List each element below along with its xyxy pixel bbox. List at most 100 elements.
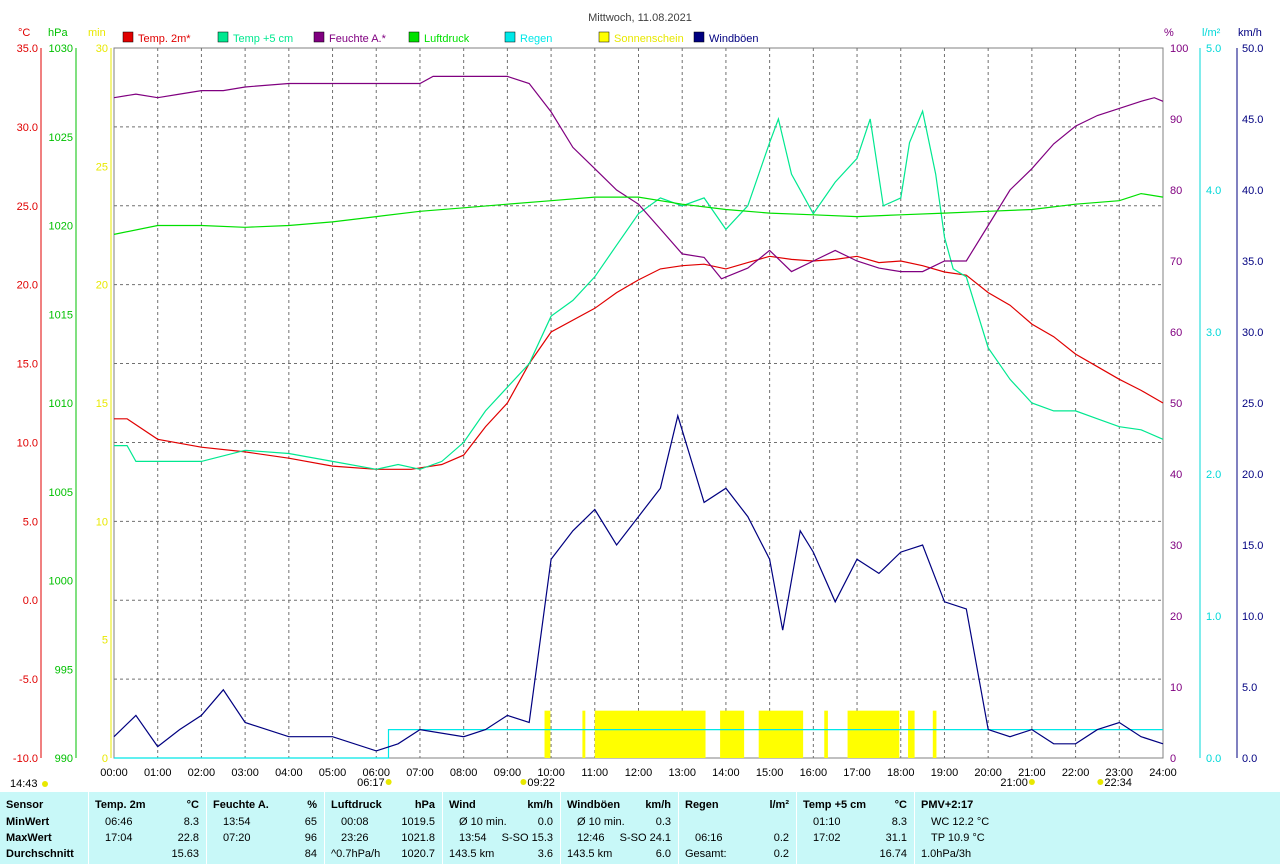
summary-avg-value: 0.2 xyxy=(773,848,789,860)
sun-tick-label: 20 xyxy=(96,280,108,292)
sunshine-bar xyxy=(594,710,706,758)
legend-swatch xyxy=(598,31,610,43)
legend-label: Temp. 2m* xyxy=(138,33,191,45)
summary-column-unit: hPa xyxy=(414,799,435,811)
summary-max-time: 17:04 xyxy=(105,832,133,844)
summary-avg-value: 3.6 xyxy=(537,848,553,860)
summary-max-value: 22.8 xyxy=(177,832,199,844)
legend-swatch xyxy=(504,31,516,43)
legend-label: Regen xyxy=(520,33,552,45)
x-tick-label: 21:00 xyxy=(1018,767,1046,779)
summary-column: Regen l/m² 06:16 0.2 Gesamt: 0.2 xyxy=(678,792,797,864)
x-tick-label: 03:00 xyxy=(231,767,259,779)
temp-axis-unit: °C xyxy=(18,27,30,39)
wind-tick-label: 30.0 xyxy=(1242,327,1263,339)
x-tick-label: 24:00 xyxy=(1149,767,1177,779)
rain-tick-label: 3.0 xyxy=(1206,327,1221,339)
summary-column-unit: °C xyxy=(894,799,907,811)
legend-label: Feuchte A.* xyxy=(329,33,387,45)
x-tick-label: 04:00 xyxy=(275,767,303,779)
pressure-tick-label: 1005 xyxy=(49,487,73,499)
humidity-tick-label: 60 xyxy=(1170,327,1182,339)
pressure-tick-label: 995 xyxy=(55,664,73,676)
summary-column-unit: km/h xyxy=(527,799,553,811)
x-tick-label: 22:00 xyxy=(1062,767,1090,779)
legend-swatch xyxy=(313,31,325,43)
summary-column: Wind km/h Ø 10 min. 0.0 13:54 S-SO 15.3 143.5 … xyxy=(442,792,561,864)
summary-column-title: Windböen xyxy=(567,799,621,811)
summary-max-value: 0.2 xyxy=(773,832,789,844)
wind-tick-label: 40.0 xyxy=(1242,185,1263,197)
summary-column: Feuchte A.% 13:54 65 07:20 96 84 xyxy=(206,792,325,864)
summary-avg-label: 143.5 km xyxy=(567,848,613,860)
temp-tick-label: -5.0 xyxy=(19,674,38,686)
sun-tick-label: 0 xyxy=(102,753,108,765)
pressure-tick-label: 1015 xyxy=(49,309,73,321)
summary-column-unit: km/h xyxy=(645,799,671,811)
x-tick-label: 01:00 xyxy=(144,767,172,779)
x-tick-label: 02:00 xyxy=(188,767,216,779)
summary-max-time: 23:26 xyxy=(341,832,369,844)
wind-tick-label: 20.0 xyxy=(1242,469,1263,481)
chart-title: Mittwoch, 11.08.2021 xyxy=(588,12,692,24)
legend-swatch xyxy=(122,31,134,43)
series-line xyxy=(114,728,1163,759)
x-tick-label: 09:00 xyxy=(494,767,522,779)
legend-swatch xyxy=(408,31,420,43)
summary-column-title: Feuchte A. xyxy=(213,799,269,811)
sunshine-bar xyxy=(932,710,937,758)
sun-tick-label: 30 xyxy=(96,43,108,55)
temp-tick-label: 20.0 xyxy=(17,280,38,292)
humidity-axis-unit: % xyxy=(1164,27,1174,39)
summary-max-time: 13:54 xyxy=(459,832,487,844)
summary-column-title: Temp +5 cm xyxy=(803,799,867,811)
humidity-tick-label: 90 xyxy=(1170,114,1182,126)
sunrise-label: 06:17 xyxy=(357,777,385,789)
row-label-max: MaxWert xyxy=(6,832,52,844)
x-tick-label: 13:00 xyxy=(668,767,696,779)
sun-tick-label: 5 xyxy=(102,635,108,647)
summary-min-time: 13:54 xyxy=(223,816,251,828)
summary-column: PMV+2:17 WC 12.2 °C TP 10.9 °C 1.0hPa/3h xyxy=(914,792,1033,864)
x-tick-label: 20:00 xyxy=(974,767,1002,779)
temp-tick-label: 0.0 xyxy=(23,595,38,607)
legend-swatch xyxy=(693,31,705,43)
summary-avg-value: 15.63 xyxy=(171,848,199,860)
summary-max-time: 17:02 xyxy=(813,832,841,844)
x-tick-label: 18:00 xyxy=(887,767,915,779)
x-tick-label: 12:00 xyxy=(625,767,653,779)
moon-left-marker xyxy=(42,781,48,787)
summary-column: Temp. 2m °C 06:46 8.3 17:04 22.8 15.63 xyxy=(88,792,207,864)
rain-tick-label: 5.0 xyxy=(1206,43,1221,55)
x-tick-label: 07:00 xyxy=(406,767,434,779)
temp-tick-label: 35.0 xyxy=(17,43,38,55)
sun-tick-label: 15 xyxy=(96,398,108,410)
summary-min-time: WC 12.2 °C xyxy=(931,816,990,828)
pressure-axis-unit: hPa xyxy=(48,27,68,39)
summary-avg-value: 1020.7 xyxy=(401,848,435,860)
humidity-tick-label: 80 xyxy=(1170,185,1182,197)
x-tick-label: 23:00 xyxy=(1106,767,1134,779)
sunshine-bar xyxy=(847,710,900,758)
sunshine-bar xyxy=(544,710,551,758)
summary-avg-label: 1.0hPa/3h xyxy=(921,848,972,860)
sunset-marker xyxy=(1028,779,1035,785)
x-tick-label: 05:00 xyxy=(319,767,347,779)
x-tick-label: 14:00 xyxy=(712,767,740,779)
series-line xyxy=(114,255,1164,470)
summary-column-unit: l/m² xyxy=(769,799,789,811)
summary-max-time: TP 10.9 °C xyxy=(931,832,985,844)
sunshine-bar xyxy=(758,710,804,758)
temp-tick-label: 10.0 xyxy=(17,437,38,449)
humidity-tick-label: 20 xyxy=(1170,611,1182,623)
x-tick-label: 11:00 xyxy=(581,767,608,779)
sunset-label: 21:00 xyxy=(1000,777,1028,789)
x-tick-label: 16:00 xyxy=(800,767,828,779)
summary-min-value: 1019.5 xyxy=(401,816,435,828)
rain-tick-label: 2.0 xyxy=(1206,469,1221,481)
sunshine-bar xyxy=(824,710,828,758)
summary-column-title: Regen xyxy=(685,799,719,811)
moonset-label: 22:34 xyxy=(1104,777,1132,789)
wind-tick-label: 25.0 xyxy=(1242,398,1263,410)
summary-min-value: 8.3 xyxy=(891,816,907,828)
